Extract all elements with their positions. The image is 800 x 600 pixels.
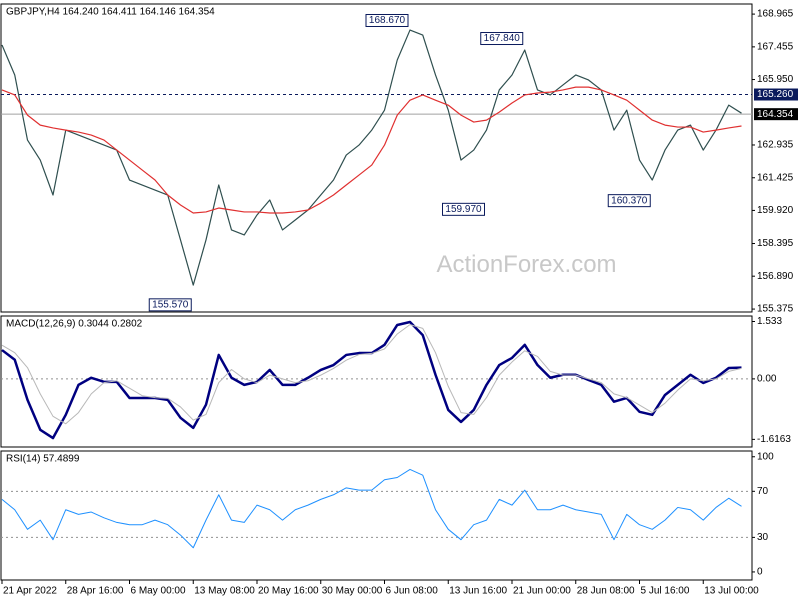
series-line [1, 320, 742, 440]
annotation-box [607, 194, 651, 208]
x-tick-label: 28 Jun 08:00 [577, 586, 635, 597]
y-tick-label: 155.375 [757, 304, 794, 315]
x-tick-label: 6 May 00:00 [131, 586, 186, 597]
level-box [754, 88, 798, 101]
panel-title: GBPJPY,H4 164.240 164.411 164.146 164.35… [6, 7, 215, 18]
annotation-label: 159.970 [445, 204, 482, 215]
annotation-label: 167.840 [484, 33, 521, 44]
x-tick-label: 28 Apr 16:00 [67, 586, 124, 597]
series-line [1, 468, 742, 549]
y-tick-label: 165.950 [757, 74, 794, 85]
y-tick-label: 159.920 [757, 205, 794, 216]
annotation-box [480, 32, 524, 46]
watermark: ActionForex.com [436, 251, 616, 278]
annotation-label: 155.570 [152, 299, 189, 310]
y-tick-label: 168.965 [757, 9, 794, 20]
y-tick-label: 161.425 [757, 172, 794, 183]
y-tick-label: 1.533 [757, 316, 782, 327]
y-tick-label: 167.455 [757, 42, 794, 53]
y-tick-label: 70 [757, 486, 769, 497]
x-tick-label: 5 Jul 16:00 [641, 586, 690, 597]
x-tick-label: 13 Jul 00:00 [704, 586, 759, 597]
level-box [754, 108, 798, 121]
annotation-box [442, 202, 485, 216]
y-tick-label: 162.935 [757, 140, 794, 151]
series-line [1, 29, 742, 286]
panel-frame [0, 450, 753, 581]
annotation-label: 160.370 [611, 195, 648, 206]
x-tick-label: 6 Jun 08:00 [386, 586, 439, 597]
annotation-box [148, 298, 192, 312]
x-tick-label: 20 May 16:00 [258, 586, 319, 597]
series-line [1, 86, 742, 214]
level-label: 164.354 [757, 109, 794, 120]
y-tick-label: 0.00 [757, 374, 777, 385]
series-line [1, 324, 742, 425]
y-tick-label: 30 [757, 532, 769, 543]
y-tick-label: 156.890 [757, 271, 794, 282]
y-tick-label: -1.6163 [757, 434, 791, 445]
annotation-box [365, 13, 409, 27]
y-tick-label: 158.395 [757, 238, 794, 249]
x-tick-label: 13 May 08:00 [194, 586, 255, 597]
x-tick-label: 21 Jun 00:00 [513, 586, 571, 597]
x-tick-label: 13 Jun 16:00 [449, 586, 507, 597]
y-tick-label: 0 [757, 567, 763, 578]
panel-frame [0, 3, 753, 313]
x-tick-label: 30 May 00:00 [322, 586, 383, 597]
x-tick-label: 21 Apr 2022 [3, 586, 57, 597]
panel-title: MACD(12,26,9) 0.3044 0.2802 [6, 319, 143, 330]
panel-frame [0, 315, 753, 448]
panel-title: RSI(14) 57.4899 [6, 454, 80, 465]
level-label: 165.260 [757, 89, 794, 100]
y-tick-label: 100 [757, 451, 774, 462]
annotation-label: 168.670 [369, 15, 406, 26]
